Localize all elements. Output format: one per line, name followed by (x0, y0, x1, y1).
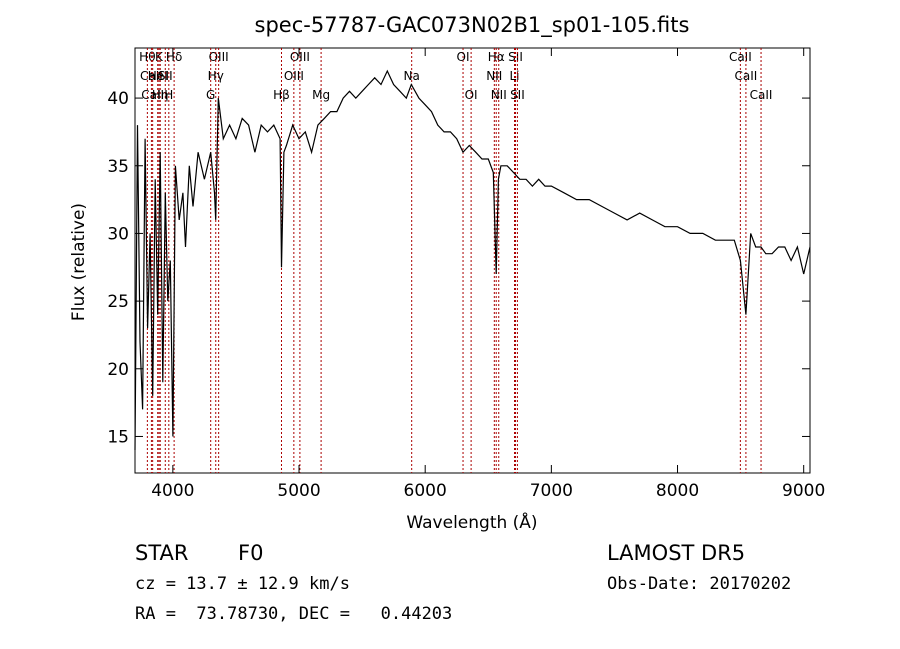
marker-label-18: OI (465, 88, 478, 102)
marker-label-17: OI (457, 50, 470, 64)
object-subclass: F0 (238, 541, 264, 565)
marker-label-26: CaII (735, 69, 758, 83)
object-class: STAR (135, 541, 189, 565)
marker-label-6: SII (158, 69, 173, 83)
plot-frame (134, 47, 811, 474)
y-tick-label-0: 15 (107, 427, 129, 447)
x-tick-label-2: 6000 (404, 481, 447, 501)
marker-label-14: OIII (284, 69, 304, 83)
y-tick-label-4: 35 (107, 157, 129, 177)
spectrum-line-0 (134, 69, 811, 451)
marker-label-1: CaII (140, 69, 163, 83)
marker-label-24: SII (510, 88, 525, 102)
marker-label-23: Li (509, 69, 519, 83)
chart-title: spec-57787-GAC073N02B1_sp01-105.fits (255, 13, 690, 38)
marker-label-7: H (164, 88, 173, 102)
y-tick-label-3: 30 (107, 224, 129, 244)
ra-dec: RA = 73.78730, DEC = 0.44203 (135, 604, 453, 624)
marker-label-4: HeI (148, 69, 168, 83)
spectrum-series (134, 69, 811, 451)
marker-label-2: CaII (141, 88, 164, 102)
marker-label-25: CaII (729, 50, 752, 64)
marker-label-8: Hδ (166, 50, 182, 64)
marker-label-15: Mg (312, 88, 330, 102)
marker-label-3: K (155, 50, 164, 64)
x-tick-label-1: 5000 (277, 481, 320, 501)
marker-label-9: OIII (209, 50, 229, 64)
marker-label-27: CaII (750, 88, 773, 102)
marker-label-21: NII (491, 88, 507, 102)
marker-label-5: Hη (152, 88, 169, 102)
y-tick-label-5: 40 (107, 89, 129, 109)
marker-label-10: Hγ (208, 69, 224, 83)
observation-date: Obs-Date: 20170202 (607, 574, 792, 594)
x-tick-label-4: 8000 (656, 481, 699, 501)
x-tick-label-5: 9000 (782, 481, 825, 501)
redshift-cz: cz = 13.7 ± 12.9 km/s (135, 574, 350, 594)
axis-ticks: 4000 5000 6000 7000 8000 9000 15 20 25 30 35 40 (107, 48, 825, 501)
marker-label-11: G (206, 88, 215, 102)
marker-label-19: Hα (488, 50, 505, 64)
marker-label-22: SII (508, 50, 523, 64)
y-tick-label-1: 20 (107, 360, 129, 380)
marker-label-16: Na (404, 69, 420, 83)
x-tick-label-0: 4000 (151, 481, 194, 501)
marker-label-20: NII (486, 69, 502, 83)
y-tick-label-2: 25 (107, 292, 129, 312)
marker-label-12: Hβ (273, 88, 290, 102)
marker-label-13: OIII (290, 50, 310, 64)
survey-name: LAMOST DR5 (607, 541, 746, 565)
y-axis-label: Flux (relative) (69, 203, 89, 321)
x-axis-label: Wavelength (Å) (406, 511, 537, 533)
x-tick-label-3: 7000 (530, 481, 573, 501)
